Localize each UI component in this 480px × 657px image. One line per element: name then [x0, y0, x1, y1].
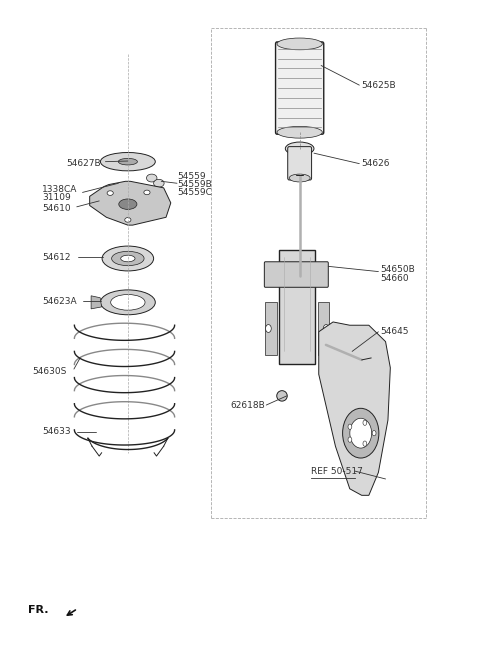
Text: 54623A: 54623A — [42, 296, 77, 306]
Text: 62618B: 62618B — [230, 401, 265, 409]
Polygon shape — [91, 296, 102, 309]
Ellipse shape — [107, 191, 113, 195]
Ellipse shape — [111, 294, 145, 310]
Text: REF 50-517: REF 50-517 — [311, 466, 362, 476]
Ellipse shape — [265, 325, 271, 332]
FancyBboxPatch shape — [288, 147, 312, 180]
Ellipse shape — [100, 290, 156, 315]
Ellipse shape — [350, 419, 372, 448]
Ellipse shape — [277, 391, 287, 401]
Ellipse shape — [285, 142, 314, 155]
Polygon shape — [265, 302, 277, 355]
Ellipse shape — [289, 174, 310, 182]
Text: 54660: 54660 — [380, 274, 408, 283]
Ellipse shape — [348, 437, 352, 442]
Text: 54610: 54610 — [42, 204, 71, 213]
Ellipse shape — [119, 199, 137, 210]
Text: FR.: FR. — [28, 605, 48, 615]
Polygon shape — [90, 181, 171, 225]
Text: 54633: 54633 — [42, 427, 71, 436]
Ellipse shape — [277, 126, 323, 138]
Text: 54625B: 54625B — [362, 81, 396, 89]
Bar — [279, 250, 315, 365]
Ellipse shape — [146, 174, 157, 182]
Text: 31109: 31109 — [42, 193, 71, 202]
Ellipse shape — [325, 341, 331, 346]
Ellipse shape — [343, 408, 379, 458]
Text: 54559: 54559 — [177, 172, 205, 181]
Text: 54630S: 54630S — [33, 367, 67, 376]
Ellipse shape — [144, 190, 150, 194]
Polygon shape — [318, 302, 329, 355]
Text: 1338CA: 1338CA — [42, 185, 77, 194]
Ellipse shape — [112, 251, 144, 265]
FancyBboxPatch shape — [264, 261, 328, 287]
Ellipse shape — [372, 430, 376, 436]
Ellipse shape — [118, 158, 137, 165]
Text: 54650B: 54650B — [380, 265, 415, 274]
Ellipse shape — [323, 325, 329, 332]
Text: 54612: 54612 — [42, 253, 71, 261]
Ellipse shape — [125, 217, 131, 222]
Text: 54627B: 54627B — [66, 159, 100, 168]
Ellipse shape — [102, 246, 154, 271]
Text: 54559C: 54559C — [177, 188, 212, 197]
Ellipse shape — [363, 420, 367, 425]
FancyBboxPatch shape — [276, 42, 324, 134]
Text: 54645: 54645 — [380, 327, 408, 336]
Polygon shape — [319, 322, 390, 495]
Text: 54626: 54626 — [362, 159, 390, 168]
Ellipse shape — [100, 152, 156, 171]
Ellipse shape — [120, 255, 135, 261]
Ellipse shape — [154, 179, 164, 187]
Ellipse shape — [277, 38, 323, 50]
Text: 54559B: 54559B — [177, 180, 212, 189]
Ellipse shape — [363, 441, 367, 446]
Ellipse shape — [348, 424, 352, 429]
